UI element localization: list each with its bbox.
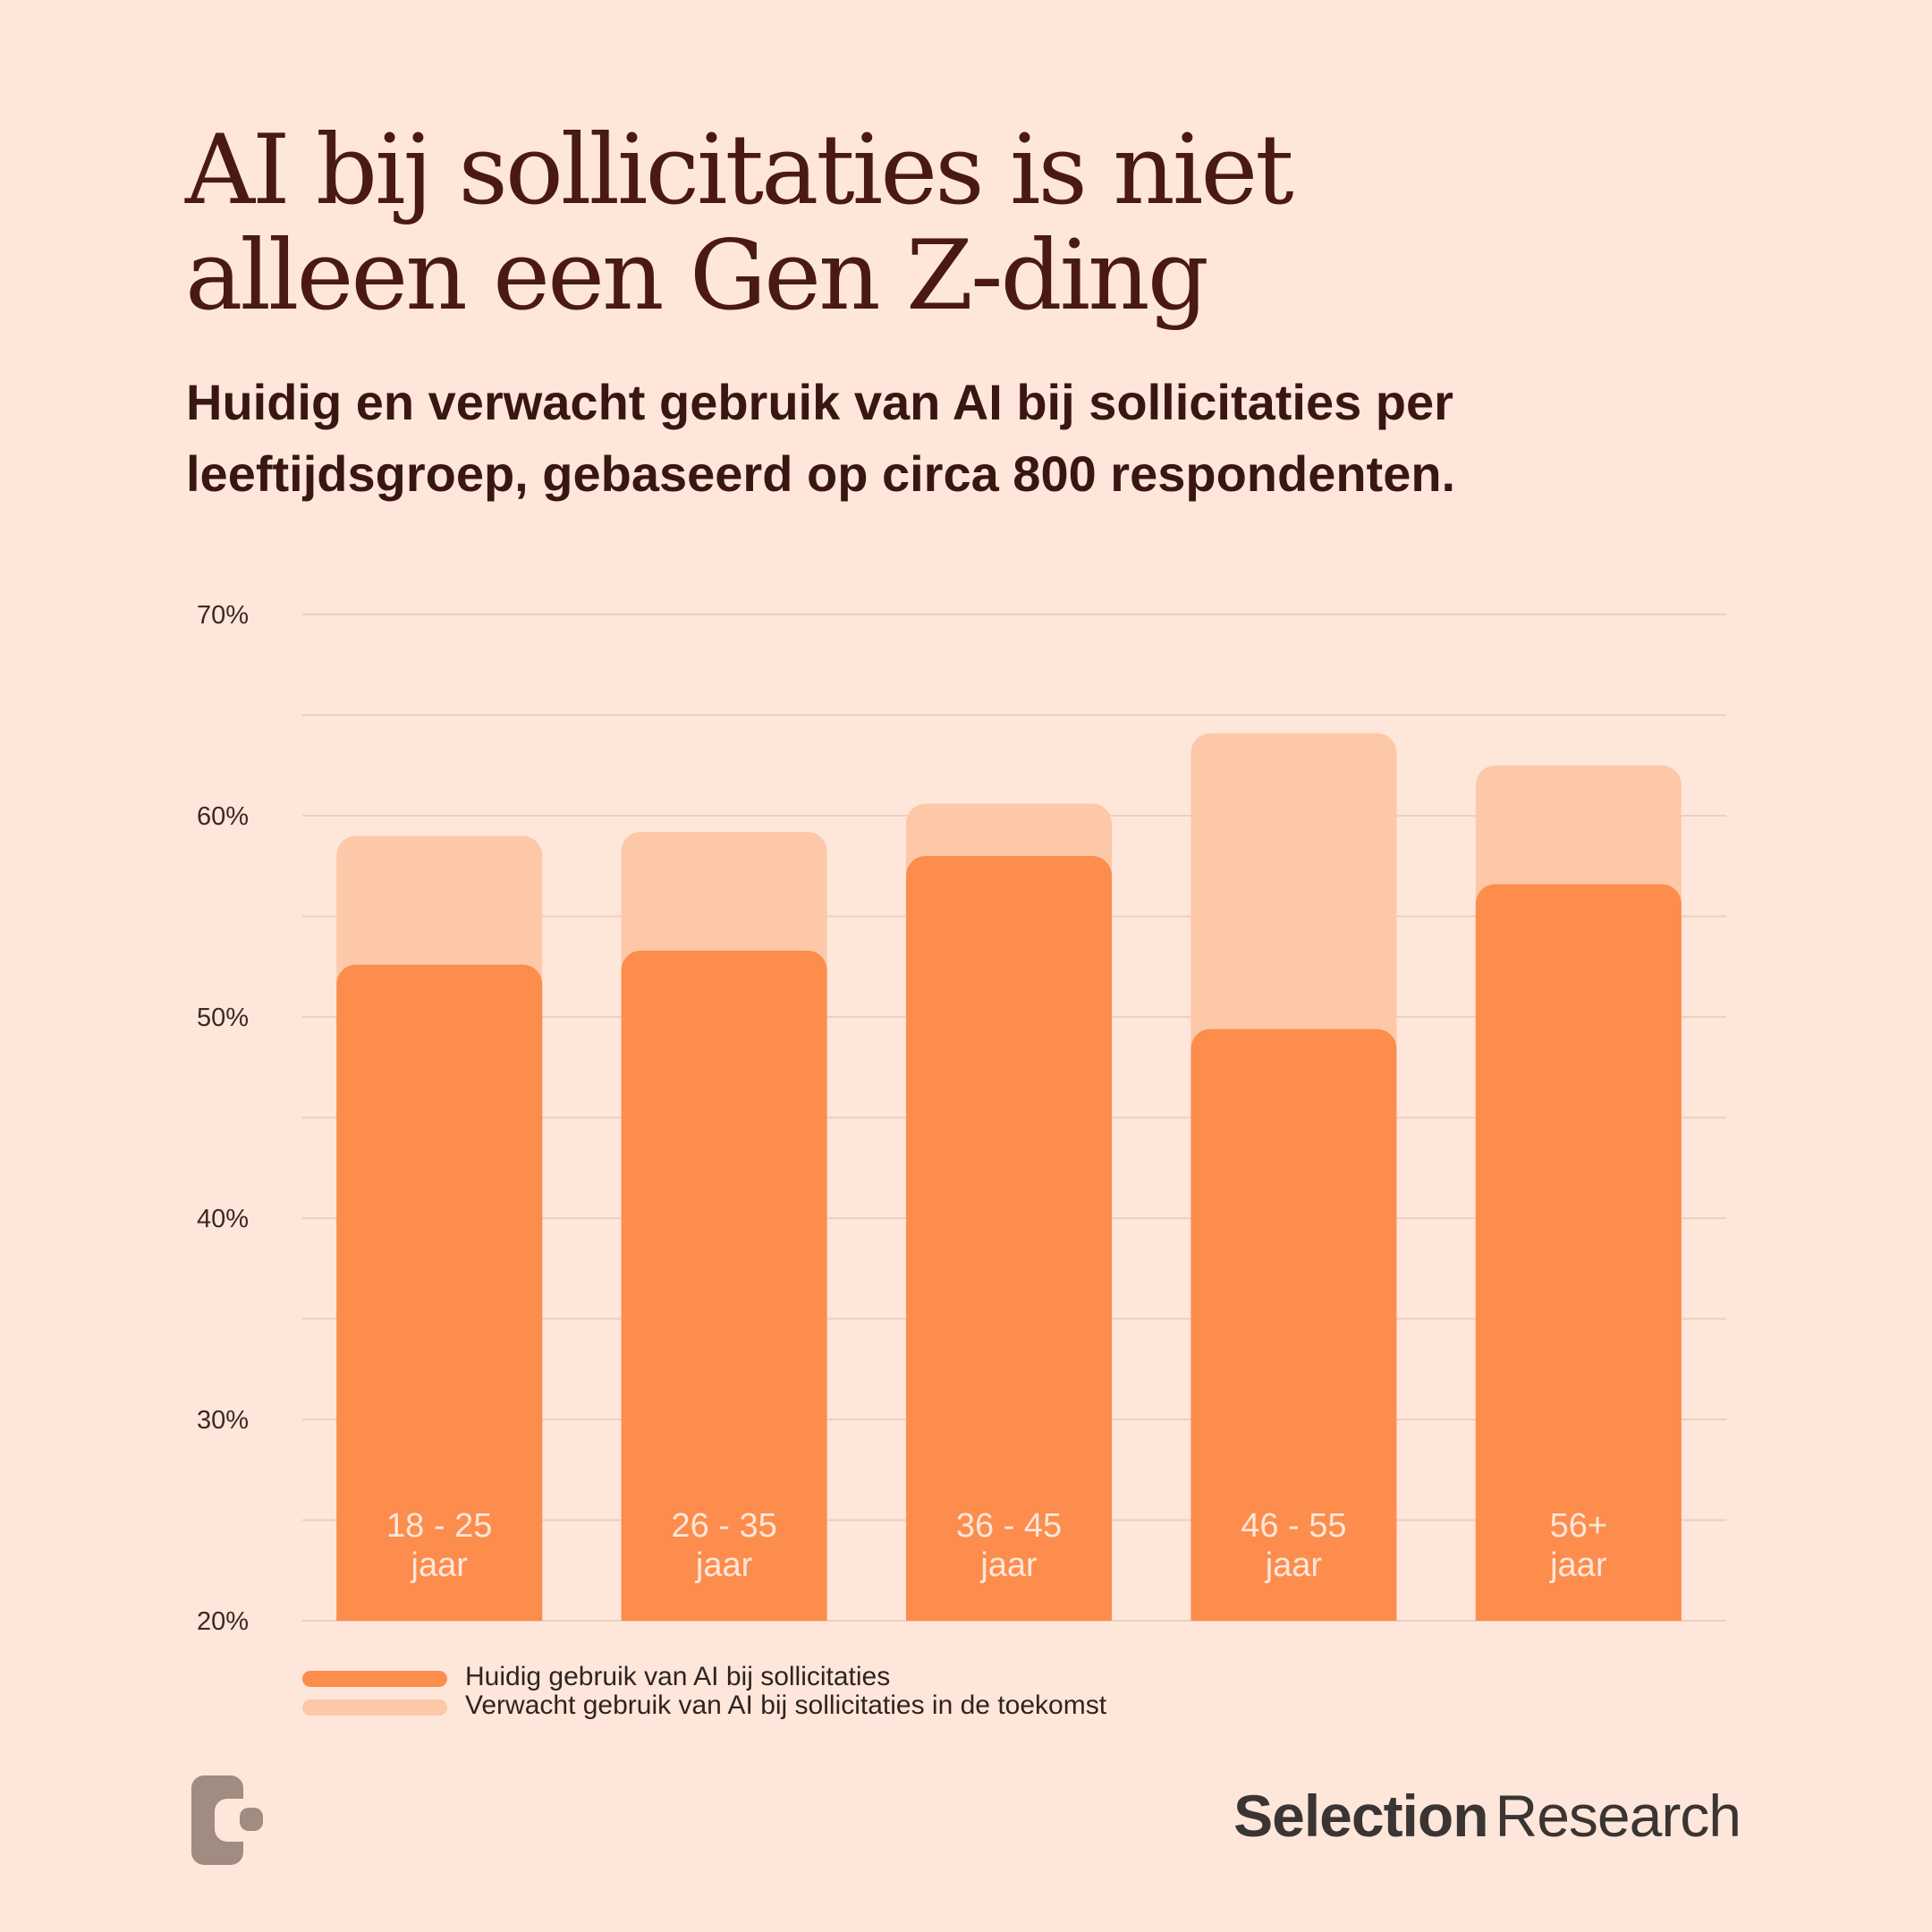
title-line-2: alleen een Gen Z-ding <box>185 220 1209 332</box>
category-label: 26 - 35 <box>671 1507 776 1545</box>
category-label: jaar <box>1265 1546 1323 1584</box>
subtitle-line-2: leeftijdsgroep, gebaseerd op circa 800 r… <box>186 445 1456 502</box>
selection-research-logo-icon <box>191 1775 263 1865</box>
bar-current <box>906 856 1112 1621</box>
category-label: 46 - 55 <box>1241 1507 1346 1545</box>
category-label: jaar <box>695 1546 753 1584</box>
legend-label-expected: Verwacht gebruik van AI bij sollicitatie… <box>465 1690 1107 1720</box>
category-label: jaar <box>979 1546 1038 1584</box>
y-tick-label: 30% <box>197 1406 249 1435</box>
legend-swatch-current <box>302 1671 447 1687</box>
brand-name-regular: Research <box>1495 1783 1741 1849</box>
legend-label-current: Huidig gebruik van AI bij sollicitaties <box>465 1662 891 1691</box>
category-label: jaar <box>1549 1546 1607 1584</box>
y-axis-ticks: 20% 30% 40% 50% 60% 70% <box>197 601 249 1636</box>
y-tick-label: 50% <box>197 1004 249 1032</box>
legend-swatch-expected <box>302 1699 447 1716</box>
chart-title: AI bij sollicitaties is niet alleen een … <box>185 118 1795 329</box>
brand-name-bold: Selection <box>1233 1783 1488 1849</box>
y-tick-label: 20% <box>197 1607 249 1636</box>
category-label: jaar <box>411 1546 469 1584</box>
y-tick-label: 70% <box>197 601 249 630</box>
category-label: 18 - 25 <box>386 1507 492 1545</box>
bar-current <box>336 964 543 1621</box>
bar-current <box>621 950 827 1621</box>
bar-current <box>1191 1029 1397 1621</box>
category-label: 36 - 45 <box>956 1507 1062 1545</box>
y-tick-label: 40% <box>197 1205 249 1233</box>
title-line-1: AI bij sollicitaties is niet <box>185 114 1294 226</box>
y-tick-label: 60% <box>197 802 249 831</box>
brand-wordmark: Selection Research <box>1233 1780 1741 1852</box>
bar-current <box>1475 884 1682 1621</box>
chart-subtitle: Huidig en verwacht gebruik van AI bij so… <box>186 367 1796 510</box>
category-label: 56+ <box>1550 1507 1607 1545</box>
subtitle-line-1: Huidig en verwacht gebruik van AI bij so… <box>186 374 1453 430</box>
current-bars <box>336 856 1682 1621</box>
